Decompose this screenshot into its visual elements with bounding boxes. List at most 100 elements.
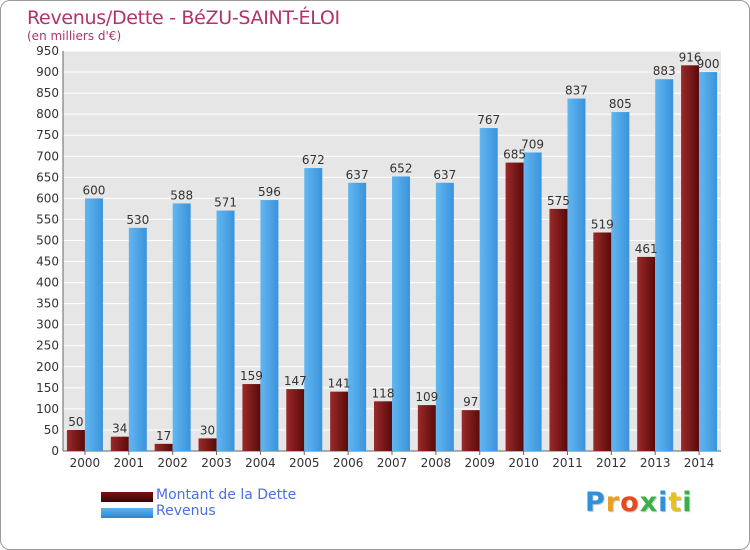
x-tick-label: 2009 — [464, 456, 495, 470]
bar-revenue — [611, 112, 630, 451]
logo-letter: x — [639, 487, 659, 518]
bar-debt — [417, 405, 436, 451]
data-label-debt: 141 — [328, 377, 351, 391]
data-label-revenue: 588 — [170, 188, 193, 202]
y-tick-label: 300 — [36, 318, 59, 332]
bar-revenue — [128, 227, 147, 451]
data-label-debt: 34 — [112, 422, 127, 436]
chart-title: Revenus/Dette - BéZU-SAINT-ÉLOI — [27, 7, 340, 29]
bar-debt — [374, 401, 392, 451]
y-tick-label: 850 — [36, 86, 59, 100]
bar-revenue — [655, 79, 674, 452]
legend-label-revenue: Revenus — [156, 503, 216, 519]
legend-swatch-debt — [101, 492, 153, 502]
y-tick-label: 700 — [36, 149, 59, 163]
y-tick-label: 350 — [36, 297, 59, 311]
data-label-debt: 97 — [463, 395, 478, 409]
data-label-debt: 159 — [240, 369, 263, 383]
bar-debt — [198, 438, 217, 451]
y-tick-label: 750 — [36, 128, 59, 142]
y-tick-label: 550 — [36, 212, 59, 226]
bar-revenue — [567, 98, 586, 451]
data-label-debt: 118 — [372, 386, 395, 400]
bar-revenue — [84, 198, 103, 451]
bar-revenue — [172, 203, 191, 451]
data-label-revenue: 571 — [214, 196, 237, 210]
bar-debt — [154, 443, 173, 451]
logo-letter: P — [585, 487, 606, 518]
y-tick-label: 950 — [36, 44, 59, 58]
proxiti-logo: Proxiti — [585, 487, 693, 518]
bar-revenue — [260, 200, 279, 451]
x-tick-label: 2003 — [201, 456, 232, 470]
y-tick-label: 100 — [36, 402, 59, 416]
y-tick-label: 0 — [51, 444, 59, 458]
x-tick-label: 2007 — [377, 456, 408, 470]
y-tick-label: 400 — [36, 276, 59, 290]
data-label-revenue: 900 — [697, 57, 720, 71]
bar-debt — [286, 389, 305, 451]
data-label-debt: 147 — [284, 374, 307, 388]
x-tick-label: 2006 — [333, 456, 364, 470]
bar-debt — [461, 410, 480, 451]
y-tick-label: 800 — [36, 107, 59, 121]
bar-revenue — [216, 210, 235, 451]
chart-subtitle: (en milliers d'€) — [27, 29, 122, 43]
bar-revenue — [392, 176, 410, 451]
bar-revenue — [479, 128, 498, 451]
logo-letter: o — [620, 487, 640, 518]
data-label-revenue: 767 — [477, 113, 500, 127]
y-tick-label: 500 — [36, 233, 59, 247]
bar-revenue — [348, 182, 367, 451]
data-label-debt: 17 — [156, 429, 171, 443]
y-tick-label: 450 — [36, 255, 59, 269]
logo-letter: t — [668, 487, 683, 518]
data-label-revenue: 805 — [609, 97, 632, 111]
x-tick-label: 2008 — [421, 456, 452, 470]
bar-debt — [681, 65, 700, 451]
logo-letter: i — [682, 487, 693, 518]
data-label-debt: 109 — [415, 390, 438, 404]
data-label-revenue: 637 — [346, 168, 369, 182]
data-label-revenue: 652 — [390, 161, 413, 175]
data-label-debt: 461 — [635, 242, 658, 256]
x-tick-label: 2004 — [245, 456, 276, 470]
bar-debt — [242, 384, 261, 451]
x-tick-label: 2012 — [596, 456, 627, 470]
y-tick-label: 200 — [36, 360, 59, 374]
data-label-debt: 575 — [547, 194, 570, 208]
data-label-revenue: 837 — [565, 84, 588, 98]
bar-debt — [549, 208, 568, 451]
x-tick-label: 2002 — [157, 456, 188, 470]
y-tick-label: 600 — [36, 191, 59, 205]
y-tick-label: 650 — [36, 170, 59, 184]
data-label-revenue: 672 — [302, 153, 325, 167]
data-label-debt: 916 — [679, 50, 702, 64]
data-label-revenue: 530 — [126, 213, 149, 227]
data-label-debt: 685 — [503, 148, 526, 162]
y-tick-label: 150 — [36, 381, 59, 395]
data-label-revenue: 637 — [433, 168, 456, 182]
y-tick-label: 900 — [36, 65, 59, 79]
x-tick-label: 2005 — [289, 456, 320, 470]
bar-debt — [593, 232, 612, 451]
x-tick-label: 2011 — [552, 456, 583, 470]
x-tick-label: 2013 — [640, 456, 671, 470]
bar-debt — [110, 436, 129, 451]
data-label-revenue: 596 — [258, 185, 281, 199]
data-label-debt: 519 — [591, 217, 614, 231]
y-tick-label: 50 — [44, 423, 59, 437]
logo-letter: i — [658, 487, 669, 518]
bar-debt — [637, 256, 656, 451]
legend-swatch-revenue — [101, 508, 153, 518]
data-label-revenue: 883 — [653, 64, 676, 78]
y-tick-label: 250 — [36, 339, 59, 353]
bar-revenue — [523, 152, 542, 451]
bar-debt — [66, 429, 85, 451]
data-label-debt: 50 — [68, 415, 83, 429]
bar-revenue — [435, 182, 454, 451]
data-label-revenue: 709 — [521, 137, 544, 151]
bar-debt — [505, 162, 524, 451]
bar-debt — [330, 391, 349, 451]
